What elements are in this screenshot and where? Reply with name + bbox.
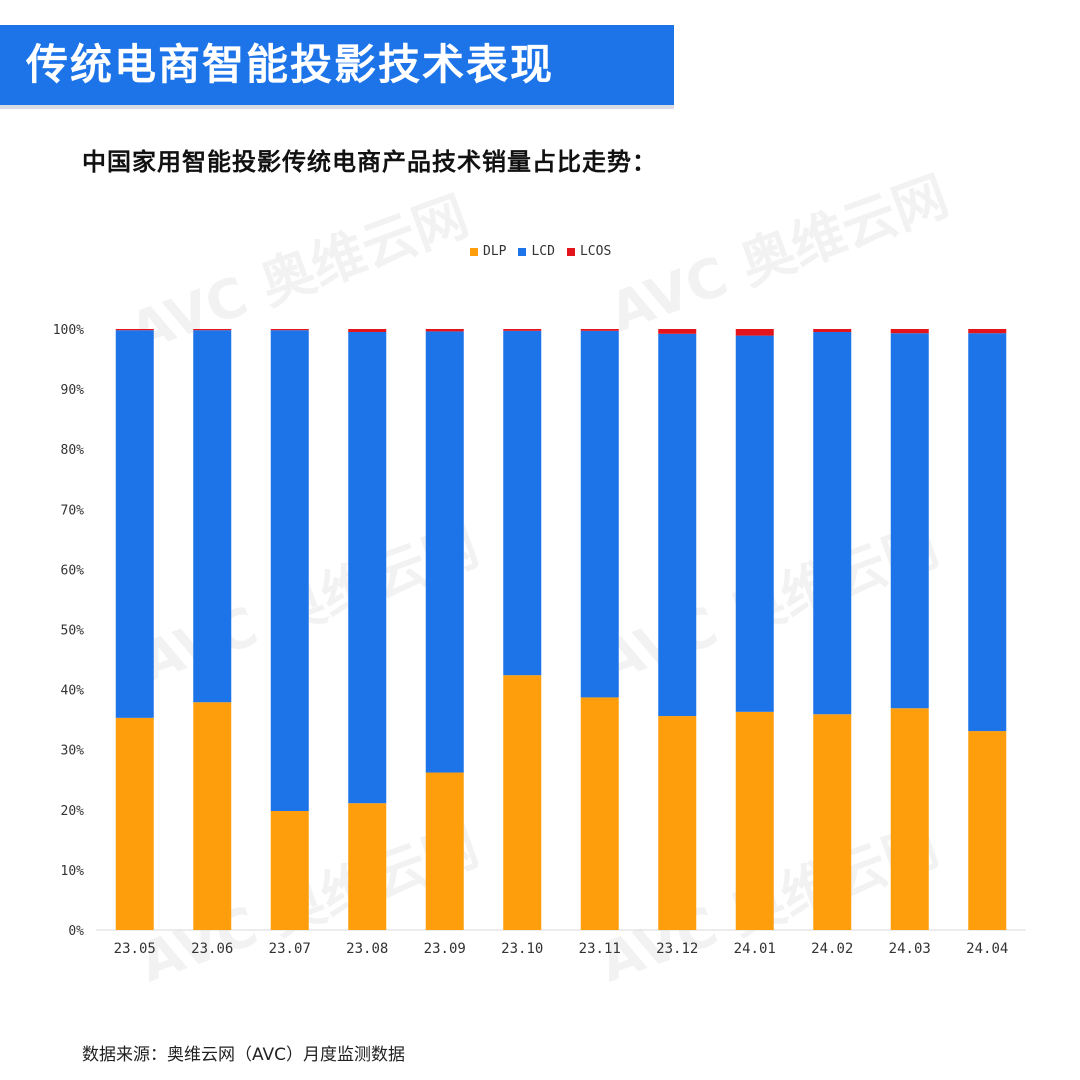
x-tick-label: 24.03 — [889, 941, 931, 957]
x-tick-label: 24.04 — [966, 941, 1008, 957]
bar-segment-lcos — [968, 329, 1007, 334]
bar-segment-lcd — [503, 330, 542, 676]
y-tick-label: 10% — [61, 864, 85, 879]
bar-segment-lcd — [193, 330, 232, 703]
bar-segment-lcos — [270, 329, 309, 331]
bar-segment-lcos — [503, 329, 542, 331]
x-tick-label: 23.06 — [191, 941, 233, 957]
legend-swatch-lcos — [566, 247, 575, 256]
bar-segment-dlp — [968, 731, 1007, 930]
y-tick-label: 80% — [61, 443, 85, 458]
x-tick-label: 23.09 — [424, 941, 466, 957]
bar-segment-lcos — [115, 329, 154, 331]
legend-item-lcos: LCOS — [566, 244, 612, 259]
bar-segment-lcos — [890, 329, 929, 334]
x-tick-label: 23.07 — [269, 941, 311, 957]
x-tick-label: 24.01 — [734, 941, 776, 957]
title-banner: 传统电商智能投影技术表现 — [0, 25, 674, 105]
bar-segment-lcos — [658, 329, 697, 334]
bar-segment-dlp — [270, 811, 309, 930]
y-tick-label: 100% — [53, 323, 84, 338]
bar-segment-lcos — [580, 329, 619, 331]
bar-segment-dlp — [348, 803, 387, 930]
bar-segment-dlp — [193, 702, 232, 930]
bar-segment-lcd — [115, 330, 154, 718]
banner-title: 传统电商智能投影技术表现 — [26, 40, 555, 89]
y-tick-label: 90% — [61, 383, 85, 398]
bar-segment-lcd — [580, 330, 619, 698]
chart-subtitle: 中国家用智能投影传统电商产品技术销量占比走势： — [82, 148, 657, 176]
legend-label-lcos: LCOS — [579, 244, 612, 259]
bar-segment-dlp — [503, 675, 542, 930]
bar-segment-lcd — [890, 333, 929, 709]
chart-legend: DLP LCD LCOS — [470, 244, 611, 259]
bar-segment-lcos — [348, 329, 387, 333]
bar-segment-dlp — [115, 717, 154, 930]
bar-segment-dlp — [658, 716, 697, 930]
bar-segment-lcos — [735, 329, 774, 336]
x-tick-label: 23.11 — [579, 941, 621, 957]
legend-swatch-lcd — [518, 247, 527, 256]
bar-segment-lcos — [425, 329, 464, 332]
bar-segment-dlp — [813, 714, 852, 930]
legend-item-lcd: LCD — [518, 244, 555, 259]
bar-segment-lcd — [270, 330, 309, 812]
y-tick-label: 0% — [68, 924, 84, 939]
legend-label-lcd: LCD — [531, 244, 555, 259]
x-tick-label: 23.05 — [114, 941, 156, 957]
x-tick-label: 23.12 — [656, 941, 698, 957]
bar-segment-lcd — [425, 331, 464, 773]
y-tick-label: 50% — [61, 624, 85, 639]
bar-segment-lcd — [813, 332, 852, 715]
y-tick-label: 60% — [61, 563, 85, 578]
bar-segment-dlp — [425, 772, 464, 930]
data-source-note: 数据来源：奥维云网（AVC）月度监测数据 — [82, 1045, 406, 1065]
bar-segment-lcos — [813, 329, 852, 333]
y-tick-label: 20% — [61, 804, 85, 819]
bar-segment-dlp — [890, 708, 929, 930]
bar-segment-lcos — [193, 329, 232, 331]
x-tick-label: 23.10 — [501, 941, 543, 957]
legend-label-dlp: DLP — [483, 244, 507, 259]
bar-segment-dlp — [580, 697, 619, 930]
bar-segment-lcd — [968, 333, 1007, 732]
x-tick-label: 24.02 — [811, 941, 853, 957]
legend-swatch-dlp — [470, 247, 478, 256]
y-tick-label: 40% — [61, 684, 85, 699]
y-tick-label: 30% — [61, 744, 85, 759]
legend-item-dlp: DLP — [470, 244, 506, 259]
bar-segment-dlp — [735, 711, 774, 930]
bar-segment-lcd — [735, 335, 774, 712]
y-tick-label: 70% — [61, 503, 85, 518]
x-tick-label: 23.08 — [346, 941, 388, 957]
bar-segment-lcd — [658, 333, 697, 717]
bar-segment-lcd — [348, 332, 387, 804]
